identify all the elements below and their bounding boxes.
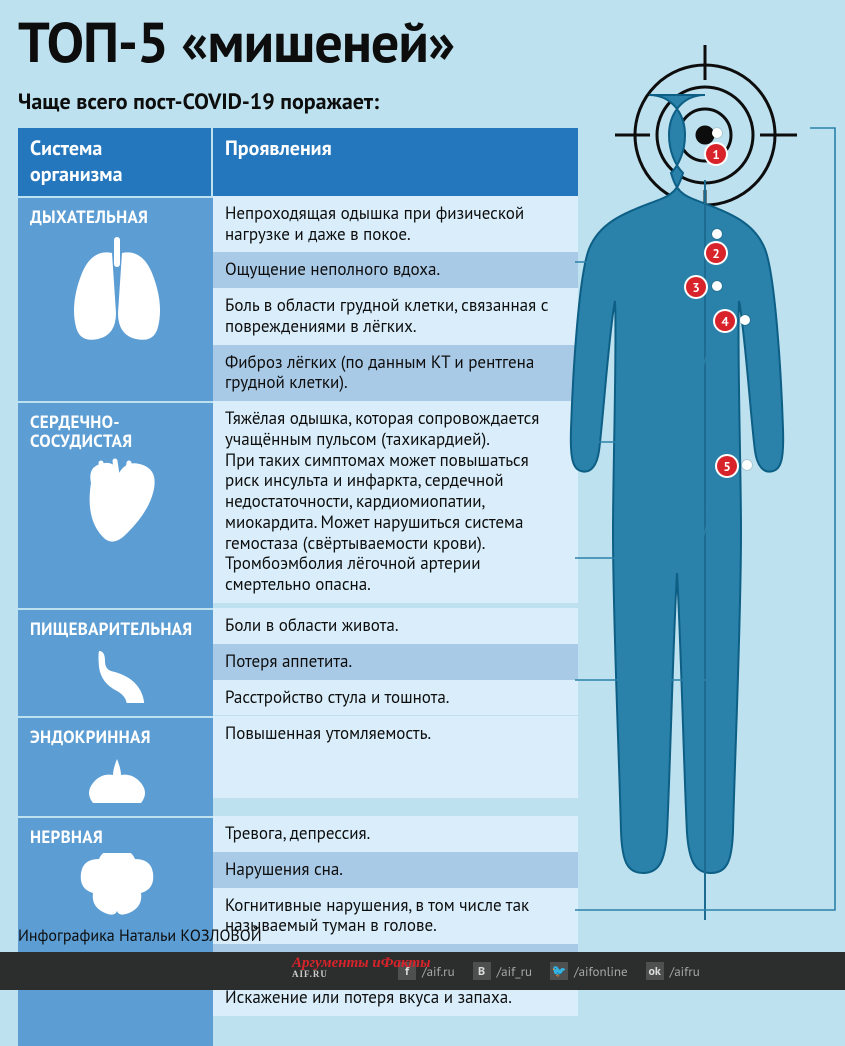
body-marker: 5 xyxy=(717,456,737,476)
system-label: СЕРДЕЧНО-СОСУДИСТАЯ xyxy=(30,413,132,451)
social-handle: /aifru xyxy=(670,963,700,980)
table-row: ПИЩЕВАРИТЕЛЬНАЯ Боли в области живота.По… xyxy=(18,608,578,716)
manifestations-col: Повышенная утомляемость. xyxy=(213,716,578,816)
manifestation-cell: Потеря аппетита. xyxy=(213,644,578,680)
body-dot xyxy=(712,229,722,239)
body-dot xyxy=(742,460,752,470)
body-marker: 2 xyxy=(706,243,726,263)
manifestation-cell: Повышенная утомляемость. xyxy=(213,716,578,798)
social-icon[interactable]: ok xyxy=(646,962,664,980)
manifestation-cell: Когнитивные нарушения, в том числе так н… xyxy=(213,888,578,944)
manifestation-cell: Фиброз лёгких (по данным КТ и рентгена г… xyxy=(213,345,578,401)
table-row: ЭНДОКРИННАЯ Повышенная утомляемость. xyxy=(18,716,578,816)
heart-icon xyxy=(57,457,177,600)
lungs-icon xyxy=(57,233,177,368)
system-label: ЭНДОКРИННАЯ xyxy=(30,728,151,747)
system-cell: СЕРДЕЧНО-СОСУДИСТАЯ xyxy=(18,401,213,608)
table-header-row: Система организма Проявления xyxy=(18,128,578,196)
table-row: ДЫХАТЕЛЬНАЯ Непроходящая одышка при физи… xyxy=(18,196,578,401)
header-system: Система организма xyxy=(18,128,213,196)
manifestation-cell: Тревога, депрессия. xyxy=(213,816,578,852)
social-handle: /aifonline xyxy=(574,963,628,980)
manifestations-col: Тяжёлая одышка, которая сопровождается у… xyxy=(213,401,578,608)
page-title: ТОП-5 «мишеней» xyxy=(18,6,454,78)
body-figure xyxy=(545,40,845,960)
manifestation-cell: Непроходящая одышка при физической нагру… xyxy=(213,196,578,252)
credit-line: Инфографика Натальи КОЗЛОВОЙ xyxy=(18,926,262,946)
brand-logo: Аргументы иФакты AIF.RU xyxy=(292,956,431,979)
system-cell: ПИЩЕВАРИТЕЛЬНАЯ xyxy=(18,608,213,716)
stomach-icon xyxy=(57,645,177,708)
header-manifestations: Проявления xyxy=(213,128,578,196)
body-dot xyxy=(712,281,722,291)
body-dot xyxy=(712,128,722,138)
manifestation-cell: Нарушения сна. xyxy=(213,852,578,888)
social-icon[interactable]: B xyxy=(473,962,491,980)
manifestation-cell: Ощущение неполного вдоха. xyxy=(213,252,578,288)
social-item: ok/aifru xyxy=(646,962,700,980)
table-row: СЕРДЕЧНО-СОСУДИСТАЯ Тяжёлая одышка, кото… xyxy=(18,401,578,608)
system-cell: ЭНДОКРИННАЯ xyxy=(18,716,213,816)
targets-table: Система организма Проявления ДЫХАТЕЛЬНАЯ… xyxy=(18,128,578,1046)
social-item: 🐦 /aifonline xyxy=(550,962,628,980)
page-subtitle: Чаще всего пост-COVID-19 поражает: xyxy=(18,88,379,116)
social-icon[interactable]: 🐦 xyxy=(550,962,568,980)
social-handle: /aif_ru xyxy=(497,963,532,980)
system-label: ПИЩЕВАРИТЕЛЬНАЯ xyxy=(30,620,192,639)
body-marker: 1 xyxy=(706,144,726,164)
thyroid-icon xyxy=(57,753,177,808)
footer-bar: Аргументы иФакты AIF.RU f/aif.ruB/aif_ru… xyxy=(0,952,845,990)
body-marker: 3 xyxy=(686,277,706,297)
brand-sub: AIF.RU xyxy=(292,970,431,979)
manifestation-cell: Боли в области живота. xyxy=(213,608,578,644)
system-label: НЕРВНАЯ xyxy=(30,828,103,847)
manifestation-cell: Боль в области грудной клетки, связанная… xyxy=(213,288,578,344)
body-marker: 4 xyxy=(715,311,735,331)
manifestation-cell: Тяжёлая одышка, которая сопровождается у… xyxy=(213,401,578,603)
body-dot xyxy=(740,315,750,325)
brand-line2: иФакты xyxy=(372,955,430,971)
manifestations-col: Непроходящая одышка при физической нагру… xyxy=(213,196,578,401)
manifestations-col: Боли в области живота.Потеря аппетита.Ра… xyxy=(213,608,578,716)
system-cell: ДЫХАТЕЛЬНАЯ xyxy=(18,196,213,401)
social-item: B/aif_ru xyxy=(473,962,532,980)
manifestation-cell: Расстройство стула и тошнота. xyxy=(213,680,578,716)
system-label: ДЫХАТЕЛЬНАЯ xyxy=(30,208,148,227)
manifestations-col: Тревога, депрессия.Нарушения сна.Когнити… xyxy=(213,816,578,1046)
